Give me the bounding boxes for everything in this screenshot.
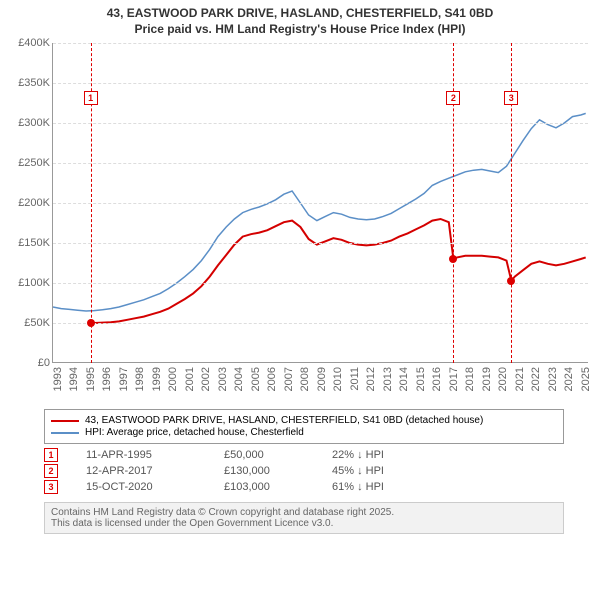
gridline bbox=[53, 123, 588, 124]
legend-item: 43, EASTWOOD PARK DRIVE, HASLAND, CHESTE… bbox=[51, 415, 557, 426]
x-tick-label: 2010 bbox=[332, 367, 344, 391]
marker-badge: 3 bbox=[504, 91, 518, 105]
y-tick-label: £400K bbox=[18, 37, 50, 49]
legend-label: HPI: Average price, detached house, Ches… bbox=[85, 427, 304, 438]
event-date: 11-APR-1995 bbox=[86, 449, 196, 461]
gridline bbox=[53, 323, 588, 324]
x-tick-label: 2011 bbox=[349, 367, 361, 391]
event-marker: 3 bbox=[44, 480, 58, 494]
event-marker: 2 bbox=[44, 464, 58, 478]
y-tick-label: £350K bbox=[18, 77, 50, 89]
x-tick-label: 1999 bbox=[151, 367, 163, 391]
x-tick-label: 2021 bbox=[514, 367, 526, 391]
event-row: 1 11-APR-1995 £50,000 22% ↓ HPI bbox=[44, 448, 588, 462]
y-tick-label: £200K bbox=[18, 197, 50, 209]
x-tick-label: 2022 bbox=[530, 367, 542, 391]
event-price: £130,000 bbox=[224, 465, 304, 477]
plot-area: 1 2 3 bbox=[52, 43, 588, 363]
y-tick-label: £50K bbox=[24, 317, 50, 329]
x-axis: 1993 1994 1995 1996 1997 1998 1999 2000 2001 2002… bbox=[52, 363, 588, 403]
legend-swatch bbox=[51, 420, 79, 422]
y-tick-label: £100K bbox=[18, 277, 50, 289]
x-tick-label: 1996 bbox=[101, 367, 113, 391]
gridline bbox=[53, 43, 588, 44]
marker-badge: 1 bbox=[84, 91, 98, 105]
legend-label: 43, EASTWOOD PARK DRIVE, HASLAND, CHESTE… bbox=[85, 415, 483, 426]
event-note: 61% ↓ HPI bbox=[332, 481, 442, 493]
x-tick-label: 2000 bbox=[167, 367, 179, 391]
x-tick-label: 2009 bbox=[316, 367, 328, 391]
chart-container: 43, EASTWOOD PARK DRIVE, HASLAND, CHESTE… bbox=[0, 0, 600, 590]
x-tick-label: 2002 bbox=[200, 367, 212, 391]
y-axis: £0£50K£100K£150K£200K£250K£300K£350K£400… bbox=[8, 43, 52, 363]
x-tick-label: 2023 bbox=[547, 367, 559, 391]
title-subtitle: Price paid vs. HM Land Registry's House … bbox=[8, 22, 592, 38]
x-tick-label: 2013 bbox=[382, 367, 394, 391]
marker-badge: 2 bbox=[446, 91, 460, 105]
event-note: 45% ↓ HPI bbox=[332, 465, 442, 477]
footer-line2: This data is licensed under the Open Gov… bbox=[51, 518, 557, 529]
marker-dot bbox=[449, 255, 457, 263]
x-tick-label: 2020 bbox=[497, 367, 509, 391]
x-tick-label: 2016 bbox=[431, 367, 443, 391]
x-tick-label: 1993 bbox=[52, 367, 64, 391]
legend: 43, EASTWOOD PARK DRIVE, HASLAND, CHESTE… bbox=[44, 409, 564, 444]
footer-line1: Contains HM Land Registry data © Crown c… bbox=[51, 507, 557, 518]
y-tick-label: £300K bbox=[18, 117, 50, 129]
x-tick-label: 2025 bbox=[580, 367, 592, 391]
event-price: £50,000 bbox=[224, 449, 304, 461]
y-tick-label: £250K bbox=[18, 157, 50, 169]
x-tick-label: 2006 bbox=[266, 367, 278, 391]
x-tick-label: 1997 bbox=[118, 367, 130, 391]
event-date: 15-OCT-2020 bbox=[86, 481, 196, 493]
y-tick-label: £0 bbox=[38, 357, 50, 369]
chart-title: 43, EASTWOOD PARK DRIVE, HASLAND, CHESTE… bbox=[8, 6, 592, 37]
event-date: 12-APR-2017 bbox=[86, 465, 196, 477]
event-marker: 1 bbox=[44, 448, 58, 462]
series-line-hpi bbox=[53, 114, 586, 312]
x-tick-label: 2014 bbox=[398, 367, 410, 391]
x-tick-label: 2015 bbox=[415, 367, 427, 391]
chart-area: £0£50K£100K£150K£200K£250K£300K£350K£400… bbox=[8, 43, 590, 403]
x-tick-label: 2012 bbox=[365, 367, 377, 391]
gridline bbox=[53, 203, 588, 204]
x-tick-label: 2019 bbox=[481, 367, 493, 391]
x-tick-label: 2003 bbox=[217, 367, 229, 391]
x-tick-label: 2018 bbox=[464, 367, 476, 391]
y-tick-label: £150K bbox=[18, 237, 50, 249]
marker-dot bbox=[87, 319, 95, 327]
x-tick-label: 2008 bbox=[299, 367, 311, 391]
x-tick-label: 2005 bbox=[250, 367, 262, 391]
legend-item: HPI: Average price, detached house, Ches… bbox=[51, 427, 557, 438]
x-tick-label: 2001 bbox=[184, 367, 196, 391]
event-row: 3 15-OCT-2020 £103,000 61% ↓ HPI bbox=[44, 480, 588, 494]
gridline bbox=[53, 243, 588, 244]
x-tick-label: 2004 bbox=[233, 367, 245, 391]
x-tick-label: 1998 bbox=[134, 367, 146, 391]
x-tick-label: 1995 bbox=[85, 367, 97, 391]
x-tick-label: 2007 bbox=[283, 367, 295, 391]
event-row: 2 12-APR-2017 £130,000 45% ↓ HPI bbox=[44, 464, 588, 478]
x-tick-label: 1994 bbox=[68, 367, 80, 391]
event-note: 22% ↓ HPI bbox=[332, 449, 442, 461]
gridline bbox=[53, 83, 588, 84]
event-price: £103,000 bbox=[224, 481, 304, 493]
gridline bbox=[53, 163, 588, 164]
x-tick-label: 2024 bbox=[563, 367, 575, 391]
events-table: 1 11-APR-1995 £50,000 22% ↓ HPI 2 12-APR-2017… bbox=[44, 448, 588, 494]
title-address: 43, EASTWOOD PARK DRIVE, HASLAND, CHESTE… bbox=[8, 6, 592, 22]
marker-dot bbox=[507, 277, 515, 285]
data-attribution: Contains HM Land Registry data © Crown c… bbox=[44, 502, 564, 534]
x-tick-label: 2017 bbox=[448, 367, 460, 391]
legend-swatch bbox=[51, 432, 79, 434]
